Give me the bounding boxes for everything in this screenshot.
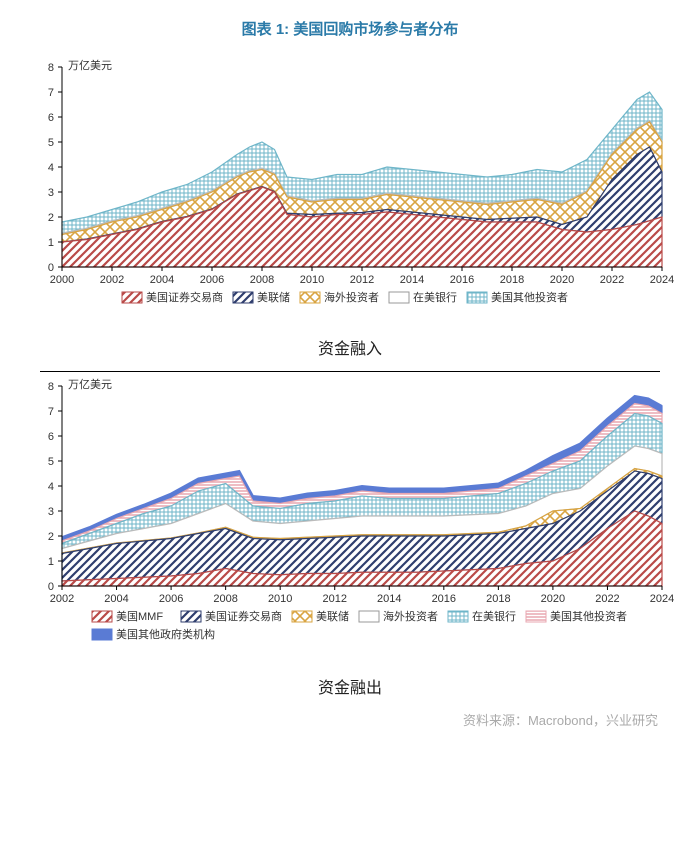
source-text: 资料来源：Macrobond，兴业研究: [20, 710, 658, 729]
svg-text:6: 6: [48, 112, 54, 124]
svg-text:2004: 2004: [150, 274, 174, 286]
svg-text:7: 7: [48, 87, 54, 99]
svg-text:美国其他政府类机构: 美国其他政府类机构: [116, 627, 215, 641]
svg-text:2018: 2018: [486, 593, 510, 605]
svg-text:2024: 2024: [650, 593, 674, 605]
svg-text:2020: 2020: [550, 274, 574, 286]
svg-text:海外投资者: 海外投资者: [324, 290, 379, 304]
svg-text:2004: 2004: [104, 593, 128, 605]
subtitle-2: 资金融出: [20, 674, 680, 698]
svg-text:4: 4: [48, 162, 54, 174]
svg-text:2024: 2024: [650, 274, 674, 286]
svg-text:万亿美元: 万亿美元: [68, 59, 112, 72]
svg-text:2012: 2012: [322, 593, 346, 605]
svg-text:2022: 2022: [595, 593, 619, 605]
svg-text:2002: 2002: [100, 274, 124, 286]
svg-text:2002: 2002: [50, 593, 74, 605]
svg-text:美国MMF: 美国MMF: [116, 610, 163, 623]
svg-text:0: 0: [48, 262, 54, 274]
svg-text:2016: 2016: [450, 274, 474, 286]
svg-text:2: 2: [48, 531, 54, 543]
svg-text:5: 5: [48, 137, 54, 149]
svg-text:美联储: 美联储: [257, 290, 290, 304]
svg-text:美联储: 美联储: [316, 609, 349, 623]
svg-text:2010: 2010: [268, 593, 292, 605]
svg-text:4: 4: [48, 481, 54, 493]
chart-2: 0 1 2 3 4 5 6 7 8 2002 2004 2006 2008 2010 2012 2014 201…: [20, 376, 680, 656]
svg-text:海外投资者: 海外投资者: [383, 609, 438, 623]
svg-text:美国其他投资者: 美国其他投资者: [550, 609, 627, 623]
svg-text:6: 6: [48, 431, 54, 443]
svg-text:1: 1: [48, 556, 54, 568]
svg-text:2000: 2000: [50, 274, 74, 286]
svg-text:0: 0: [48, 581, 54, 593]
figure-title: 图表 1: 美国回购市场参与者分布: [20, 18, 680, 39]
svg-text:3: 3: [48, 506, 54, 518]
svg-text:8: 8: [48, 62, 54, 74]
chart-1: 0 1 2 3 4 5 6 7 8 2000 2002 2004 2006 2008 2010 2012 201…: [20, 57, 680, 317]
svg-text:2006: 2006: [200, 274, 224, 286]
svg-text:2014: 2014: [400, 274, 424, 286]
divider: [40, 371, 660, 372]
svg-text:万亿美元: 万亿美元: [68, 378, 112, 391]
svg-text:美国其他投资者: 美国其他投资者: [491, 290, 568, 304]
svg-text:在美银行: 在美银行: [472, 609, 516, 623]
svg-text:在美银行: 在美银行: [413, 290, 457, 304]
svg-text:2012: 2012: [350, 274, 374, 286]
svg-text:美国证券交易商: 美国证券交易商: [146, 290, 223, 304]
svg-text:1: 1: [48, 237, 54, 249]
svg-text:3: 3: [48, 187, 54, 199]
svg-text:美国证券交易商: 美国证券交易商: [205, 609, 282, 623]
svg-text:2020: 2020: [541, 593, 565, 605]
svg-text:2014: 2014: [377, 593, 401, 605]
svg-text:8: 8: [48, 381, 54, 393]
svg-text:2008: 2008: [213, 593, 237, 605]
svg-text:7: 7: [48, 406, 54, 418]
figure-container: 图表 1: 美国回购市场参与者分布 0 1 2 3 4 5 6 7 8 2000 2002 2004 2…: [0, 0, 700, 743]
svg-text:2022: 2022: [600, 274, 624, 286]
subtitle-1: 资金融入: [20, 335, 680, 359]
svg-text:2010: 2010: [300, 274, 324, 286]
svg-text:2: 2: [48, 212, 54, 224]
svg-text:2016: 2016: [432, 593, 456, 605]
svg-text:2018: 2018: [500, 274, 524, 286]
svg-text:2006: 2006: [159, 593, 183, 605]
svg-text:5: 5: [48, 456, 54, 468]
svg-text:2008: 2008: [250, 274, 274, 286]
